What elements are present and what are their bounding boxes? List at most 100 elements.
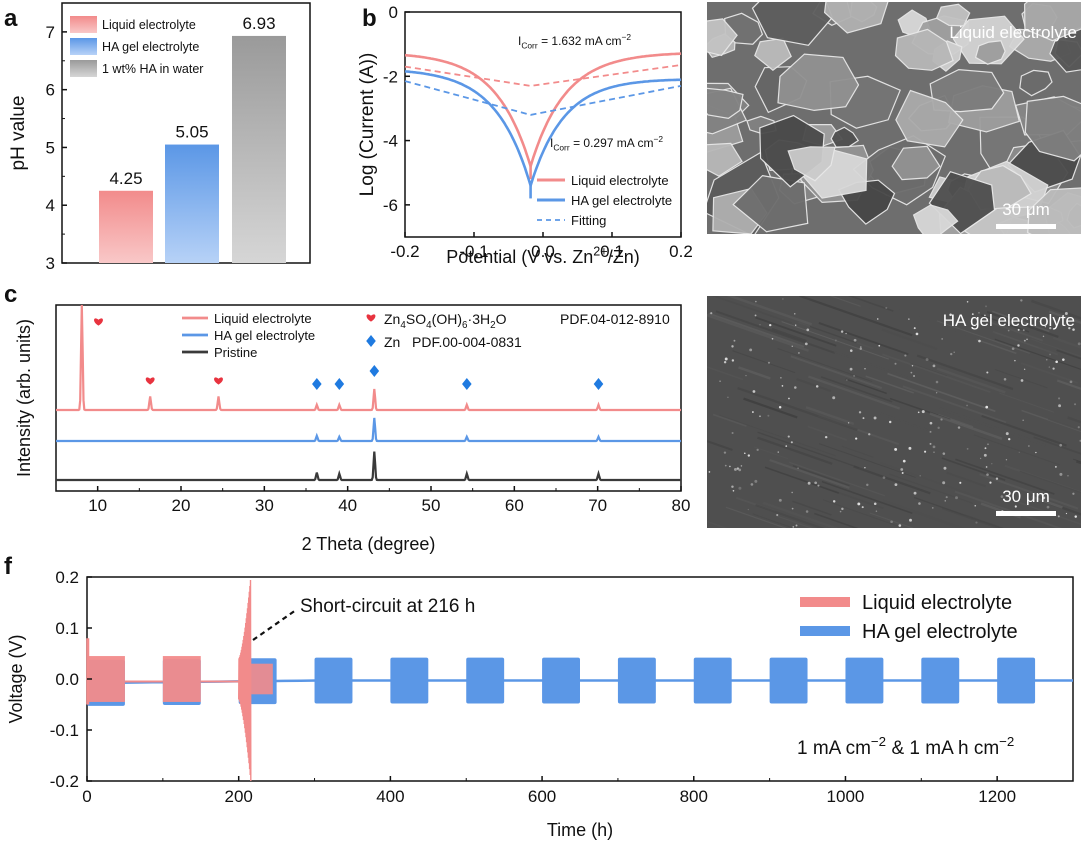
surface-speck (1049, 353, 1051, 356)
surface-speck (1077, 426, 1080, 429)
heart-marker-2 (214, 377, 223, 385)
surface-speck (890, 520, 893, 524)
surface-speck (925, 358, 929, 362)
x-tick-label: 0.2 (669, 242, 693, 261)
surface-speck (731, 345, 734, 348)
scale-bar-d (996, 224, 1056, 229)
surface-speck (974, 504, 977, 507)
surface-texture (1015, 349, 1051, 363)
surface-texture (789, 461, 886, 497)
surface-texture (743, 397, 798, 419)
surface-speck (894, 362, 897, 365)
surface-speck (1077, 342, 1081, 346)
surface-speck (937, 426, 940, 430)
surface-speck (751, 411, 754, 413)
legend-label-0: Liquid electrolyte (571, 173, 669, 188)
x-axis-title: Time (h) (547, 820, 613, 840)
surface-speck (924, 450, 927, 453)
surface-speck (817, 484, 820, 487)
fit-line-0 (404, 64, 682, 87)
surface-texture (1031, 495, 1063, 509)
surface-speck (901, 471, 904, 474)
surface-speck (1028, 445, 1030, 447)
surface-texture (979, 473, 1079, 510)
surface-speck (1064, 312, 1068, 315)
surface-speck (1074, 403, 1077, 406)
surface-speck (1017, 344, 1020, 347)
surface-speck (731, 431, 734, 435)
axes-frame (55, 304, 682, 492)
diamond-marker-4 (593, 378, 604, 390)
surface-texture (1033, 436, 1081, 455)
zinc-flake (1024, 95, 1081, 162)
diamond-marker-2 (369, 365, 380, 377)
legend-heart-formula: Zn4 SO4 (OH)6 ·3H2 O (384, 311, 507, 331)
surface-speck (1058, 404, 1061, 408)
surface-texture (1047, 418, 1081, 432)
surface-speck (797, 467, 799, 470)
surface-texture (738, 366, 771, 380)
surface-texture (708, 312, 805, 348)
y-axis-title: Intensity (arb. units) (14, 319, 34, 477)
legend-label-2: Pristine (214, 345, 257, 360)
surface-speck (984, 314, 986, 317)
surface-speck (900, 468, 904, 471)
surface-speck (1049, 327, 1052, 330)
legend-swatch-0 (70, 16, 97, 33)
surface-texture (762, 501, 839, 528)
surface-speck (978, 339, 981, 343)
zinc-flake (891, 145, 941, 181)
legend-swatch-0 (800, 597, 850, 607)
bar-value-label-0: 4.25 (109, 169, 142, 188)
surface-texture (777, 347, 873, 383)
surface-speck (785, 445, 788, 447)
fit-line-1 (404, 80, 682, 116)
legend-label-0: Liquid electrolyte (862, 592, 1012, 614)
surface-texture (805, 406, 855, 426)
surface-speck (913, 491, 917, 495)
surface-texture (1048, 310, 1081, 324)
surface-speck (853, 338, 857, 342)
surface-speck (719, 380, 721, 382)
surface-texture (1056, 349, 1081, 360)
scale-bar-label-e: 30 μm (1002, 487, 1050, 506)
surface-texture (829, 296, 861, 307)
surface-speck (959, 481, 962, 484)
x-tick-label: 1200 (978, 787, 1016, 806)
zinc-flake (1019, 69, 1053, 97)
legend-label-1: HA gel electrolyte (862, 621, 1018, 643)
surface-speck (849, 349, 853, 352)
zinc-flake (952, 15, 1025, 65)
legend-label-0: Liquid electrolyte (214, 311, 312, 326)
surface-speck (918, 502, 921, 505)
surface-speck (913, 375, 915, 377)
panel-a: 4.25 5.05 6.93 3 4 5 6 7 pH value Liquid electrol… (8, 2, 311, 273)
surface-speck (791, 491, 793, 494)
surface-texture (796, 378, 832, 393)
surface-texture (843, 297, 892, 316)
surface-texture (1030, 338, 1081, 358)
panel-label-f: f (4, 553, 13, 580)
surface-speck (979, 457, 982, 460)
surface-speck (917, 411, 920, 414)
surface-speck (943, 466, 947, 470)
surface-speck (975, 521, 978, 524)
surface-texture (853, 465, 931, 495)
surface-texture (757, 436, 833, 465)
surface-speck (759, 415, 761, 418)
bar-1 (165, 144, 219, 263)
surface-speck (767, 414, 770, 417)
surface-texture (880, 462, 983, 500)
surface-texture (845, 378, 887, 395)
surface-speck (733, 467, 737, 471)
surface-speck (824, 435, 828, 439)
y-tick-label: -6 (383, 196, 398, 215)
surface-speck (904, 354, 907, 357)
surface-texture (725, 506, 787, 528)
legend-label-1: HA gel electrolyte (571, 193, 672, 208)
surface-speck (894, 447, 898, 451)
panel-c: 10 20 30 40 50 60 70 80 2 Theta (degree) Intensit… (14, 304, 690, 554)
surface-speck (942, 452, 946, 455)
legend-heart-icon (366, 314, 376, 322)
surface-speck (805, 510, 809, 513)
